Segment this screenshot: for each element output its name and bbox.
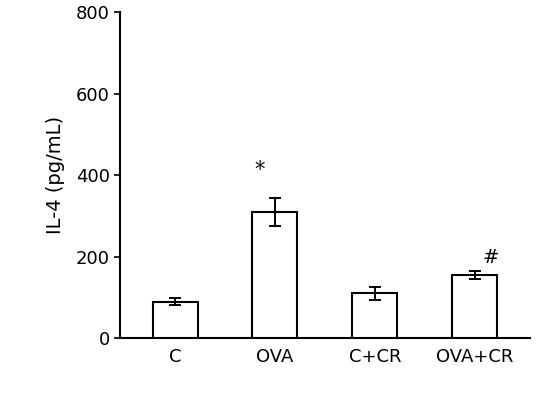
- Bar: [352, 293, 397, 338]
- Bar: [152, 302, 198, 338]
- Bar: [252, 212, 298, 338]
- Y-axis label: IL-4 (pg/mL): IL-4 (pg/mL): [46, 116, 64, 234]
- Bar: [452, 275, 497, 338]
- Text: *: *: [255, 160, 265, 180]
- Text: #: #: [483, 248, 499, 267]
